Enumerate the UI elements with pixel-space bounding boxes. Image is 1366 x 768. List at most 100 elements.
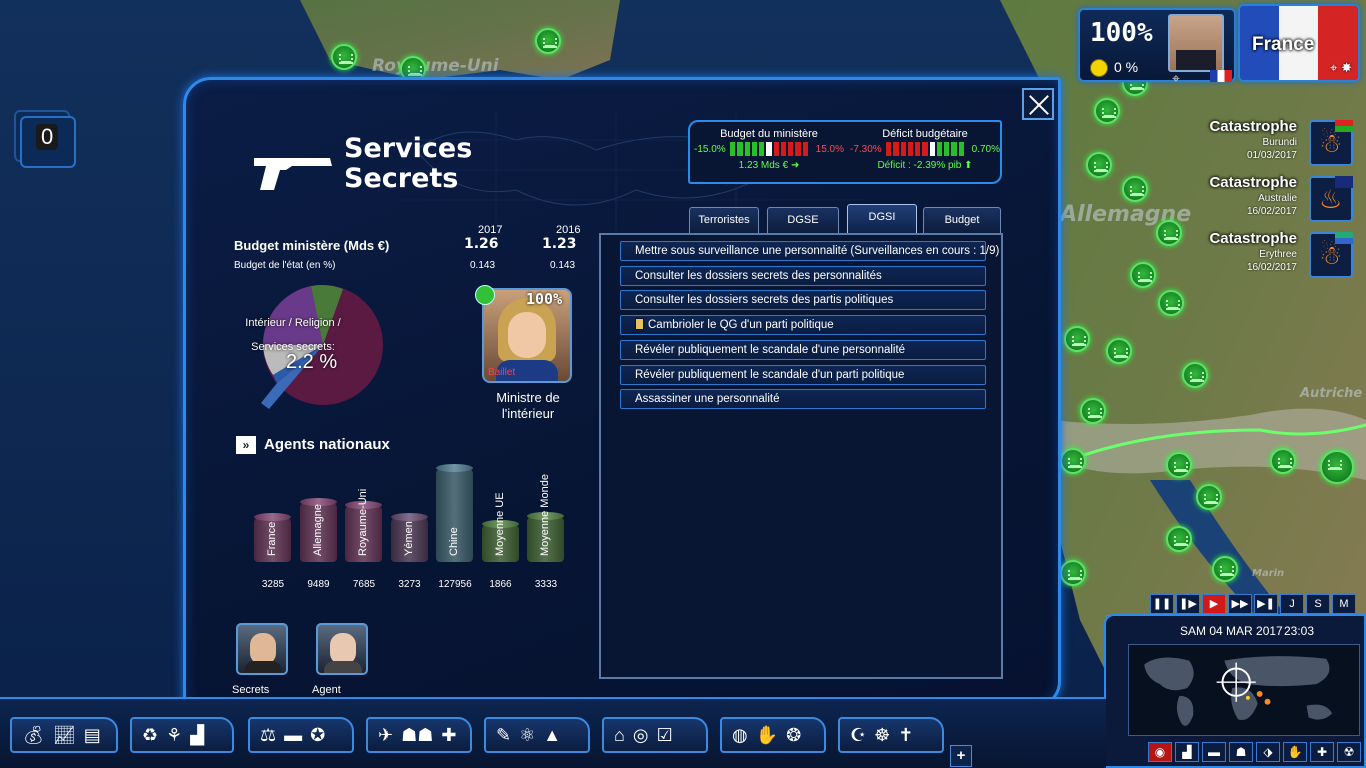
institution-icon[interactable]: ⌂ [614,724,625,745]
tab-dgsi[interactable]: DGSI [847,204,917,234]
portrait-secrets[interactable] [236,623,288,675]
minimap-tool-handshake-icon[interactable]: ✋ [1283,742,1307,762]
family-icon[interactable]: ☗☗ [401,724,434,745]
scales-icon[interactable]: ⚖ [260,724,277,745]
map-unit-marker[interactable] [1182,362,1208,388]
map-unit-marker[interactable] [1094,98,1120,124]
toolbar-group-society[interactable]: ✈ ☗☗ ✚ [366,717,472,753]
atom-icon[interactable]: ⚛ [519,724,536,745]
action-item[interactable]: Cambrioler le QG d'un parti politique [620,315,986,336]
world-icon[interactable]: ◍ [732,724,748,745]
map-unit-marker[interactable] [331,44,357,70]
close-button[interactable] [1022,88,1054,120]
minimap-tool-radiation-icon[interactable]: ☢ [1337,742,1361,762]
minimap-tool-map-icon[interactable]: ◉ [1148,742,1172,762]
banknotes-icon[interactable]: ▤ [83,724,101,745]
map-unit-marker[interactable] [1060,448,1086,474]
tab-dgse[interactable]: DGSE [767,207,839,233]
map-unit-marker[interactable] [1166,526,1192,552]
graduation-icon[interactable]: ▲ [543,724,562,745]
cross-icon[interactable]: ✝ [898,724,914,745]
action-item[interactable]: Assassiner une personnalité [620,389,986,410]
agents-section-title[interactable]: » Agents nationaux [236,436,390,455]
minimap-tool-army-icon[interactable]: ▬ [1202,742,1226,762]
toolbar-group-culture[interactable]: ✎ ⚛ ▲ [484,717,590,753]
map-unit-marker[interactable] [1086,152,1112,178]
map-unit-marker[interactable] [1130,262,1156,288]
toolbar-group-institutions[interactable]: ⌂ ◎ ☑ [602,717,708,753]
map-unit-marker[interactable] [1320,450,1354,484]
person-disaster-icon[interactable]: ☃ [1309,232,1353,278]
map-unit-marker[interactable] [1270,448,1296,474]
map-unit-marker[interactable] [1106,338,1132,364]
toolbar-group-resources[interactable]: ♻ ⚘ ▟ [130,717,234,753]
factory-icon[interactable]: ▟ [190,724,205,745]
tab-terroristes[interactable]: Terroristes [689,207,759,233]
speed-button[interactable]: ▶❚ [1254,594,1278,614]
action-item[interactable]: Consulter les dossiers secrets des perso… [620,265,986,286]
toolbar-group-diplomacy[interactable]: ◍ ✋ ❂ [720,717,826,753]
tab-budget[interactable]: Budget [923,207,1001,233]
speed-button[interactable]: ❚▶ [1176,594,1200,614]
fire-icon[interactable]: ♨ [1309,176,1353,222]
action-item[interactable]: Révéler publiquement le scandale d'un pa… [620,364,986,385]
speed-button[interactable]: M [1332,594,1356,614]
minimap-tool-trade-icon[interactable]: ⬗ [1256,742,1280,762]
praying-icon[interactable]: ☸ [874,724,891,745]
wheat-icon[interactable]: ⚘ [166,724,183,745]
president-approval-box[interactable]: 100% 0 % ⌖ [1078,8,1236,86]
map-unit-marker[interactable] [1122,176,1148,202]
catastrophe-alert[interactable]: Catastrophe Burundi 01/03/2017 ☃ [1170,118,1365,174]
crescent-icon[interactable]: ☪ [850,724,867,745]
budget-pie-chart[interactable] [258,280,388,410]
recycle-icon[interactable]: ♻ [142,724,159,745]
crosshair-icon[interactable]: ⌖ [1172,70,1180,86]
minister-portrait[interactable] [482,288,572,383]
police-badge-icon[interactable]: ✪ [310,724,326,745]
person-disaster-icon[interactable]: ☃ [1309,120,1353,166]
un-icon[interactable]: ❂ [786,724,802,745]
ballot-box-icon[interactable]: ☑ [656,724,673,745]
minimap-tool-people-icon[interactable]: ☗ [1229,742,1253,762]
health-icon[interactable]: ✚ [441,724,457,745]
map-unit-marker[interactable] [1156,220,1182,246]
map-unit-marker[interactable] [535,28,561,54]
notification-counter[interactable]: 0 [14,110,78,170]
speed-button[interactable]: S [1306,594,1330,614]
line-chart-icon[interactable]: 📈︎ [52,724,76,745]
map-unit-marker[interactable] [1060,560,1086,586]
action-item[interactable]: Révéler publiquement le scandale d'une p… [620,339,986,360]
toolbar-group-justice[interactable]: ⚖ ▬ ✪ [248,717,354,753]
speed-button[interactable]: ▶▶ [1228,594,1252,614]
map-unit-marker[interactable] [1212,556,1238,582]
speed-button[interactable]: J [1280,594,1304,614]
president-portrait[interactable] [1168,14,1224,72]
money-bag-icon[interactable]: 💰︎ [22,724,45,745]
airplane-icon[interactable]: ✈ [378,724,394,745]
map-unit-marker[interactable] [1166,452,1192,478]
catastrophe-alert[interactable]: Catastrophe Erythree 16/02/2017 ☃ [1170,230,1365,286]
expand-toolbar-button[interactable]: + [950,745,972,767]
map-unit-marker[interactable] [1196,484,1222,510]
catastrophe-alert[interactable]: Catastrophe Australie 16/02/2017 ♨ [1170,174,1365,230]
crosshair-icon[interactable]: ⌖ ✸ [1330,60,1352,75]
country-flag-box[interactable]: France ⌖ ✸ [1238,4,1360,82]
globe-icon[interactable]: ◎ [632,724,649,745]
tank-icon[interactable]: ▬ [284,724,303,745]
portrait-agent[interactable] [316,623,368,675]
map-unit-marker[interactable] [1158,290,1184,316]
handshake-icon[interactable]: ✋ [755,724,779,745]
toolbar-group-economy[interactable]: 💰︎ 📈︎ ▤ [10,717,118,753]
expand-arrow-icon[interactable]: » [236,436,256,455]
speed-button[interactable]: ▶ [1202,594,1226,614]
action-item[interactable]: Mettre sous surveillance une personnalit… [620,241,999,261]
minimap[interactable] [1128,644,1360,736]
action-item[interactable]: Consulter les dossiers secrets des parti… [620,290,986,311]
minimap-tool-target-icon[interactable]: ✚ [1310,742,1334,762]
palette-icon[interactable]: ✎ [496,724,512,745]
toolbar-group-religion[interactable]: ☪ ☸ ✝ [838,717,944,753]
map-unit-marker[interactable] [1080,398,1106,424]
minimap-tool-industry-icon[interactable]: ▟ [1175,742,1199,762]
speed-button[interactable]: ❚❚ [1150,594,1174,614]
map-unit-marker[interactable] [1064,326,1090,352]
